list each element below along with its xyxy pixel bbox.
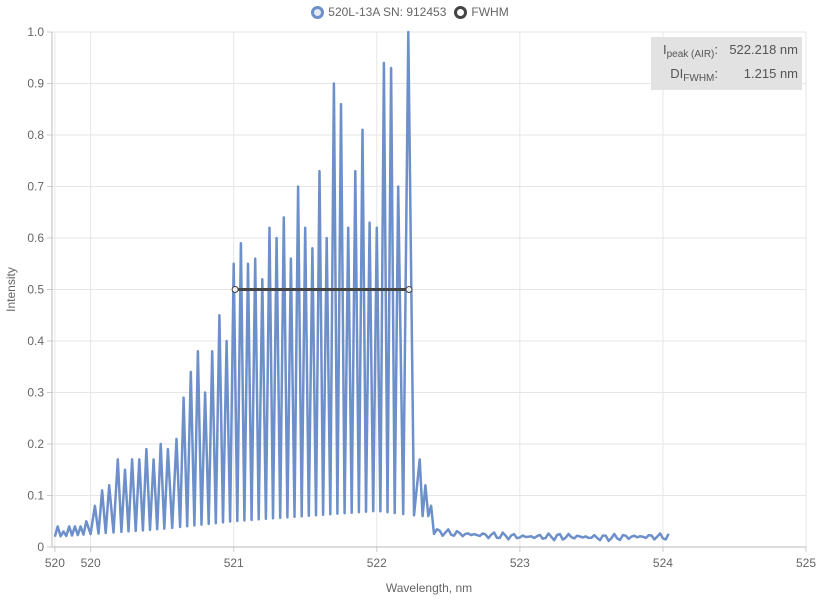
y-tick-label: 0: [37, 540, 44, 554]
x-tick-label: 520: [81, 556, 101, 570]
legend-item-fwhm[interactable]: FWHM: [454, 5, 509, 19]
x-tick-label: 524: [653, 556, 673, 570]
y-tick-label: 0.8: [27, 128, 44, 142]
series-swatch-icon: [311, 5, 325, 19]
y-tick-label: 0.1: [27, 489, 44, 503]
peak-wavelength-value: 522.218 nm: [729, 42, 798, 57]
legend-fwhm-label: FWHM: [471, 5, 509, 19]
peak-wavelength-key: Ipeak (AIR):: [662, 42, 718, 60]
x-tick-label: 520: [45, 556, 65, 570]
x-tick-label: 522: [367, 556, 387, 570]
y-tick-label: 0.7: [27, 180, 44, 194]
x-tick-label: 521: [224, 556, 244, 570]
x-axis-label: Wavelength, nm: [386, 581, 472, 595]
fwhm-row: DIFWHM: 1.215 nm: [651, 66, 798, 90]
y-tick-label: 0.9: [27, 77, 44, 91]
legend-series-label: 520L-13A SN: 912453: [328, 5, 447, 19]
y-tick-label: 0.4: [27, 334, 44, 348]
legend-item-series[interactable]: 520L-13A SN: 912453: [311, 5, 446, 19]
peak-wavelength-row: Ipeak (AIR): 522.218 nm: [651, 42, 798, 66]
fwhm-swatch-icon: [454, 5, 468, 19]
spectrum-series-line: [53, 30, 670, 543]
legend: 520L-13A SN: 912453 FWHM: [0, 5, 820, 19]
fwhm-point: [405, 286, 413, 293]
fwhm-point: [231, 286, 239, 293]
y-tick-label: 0.2: [27, 437, 44, 451]
y-tick-label: 1.0: [27, 25, 44, 39]
fwhm-value: 1.215 nm: [743, 66, 798, 81]
y-axis-label: Intensity: [4, 267, 18, 312]
fwhm-key: DIFWHM:: [670, 66, 718, 84]
y-tick-label: 0.6: [27, 231, 44, 245]
x-tick-label: 523: [510, 556, 530, 570]
y-tick-label: 0.3: [27, 386, 44, 400]
peak-info-box: Ipeak (AIR): 522.218 nm DIFWHM: 1.215 nm: [651, 37, 802, 90]
y-tick-label: 0.5: [27, 283, 44, 297]
x-tick-label: 525: [796, 556, 816, 570]
